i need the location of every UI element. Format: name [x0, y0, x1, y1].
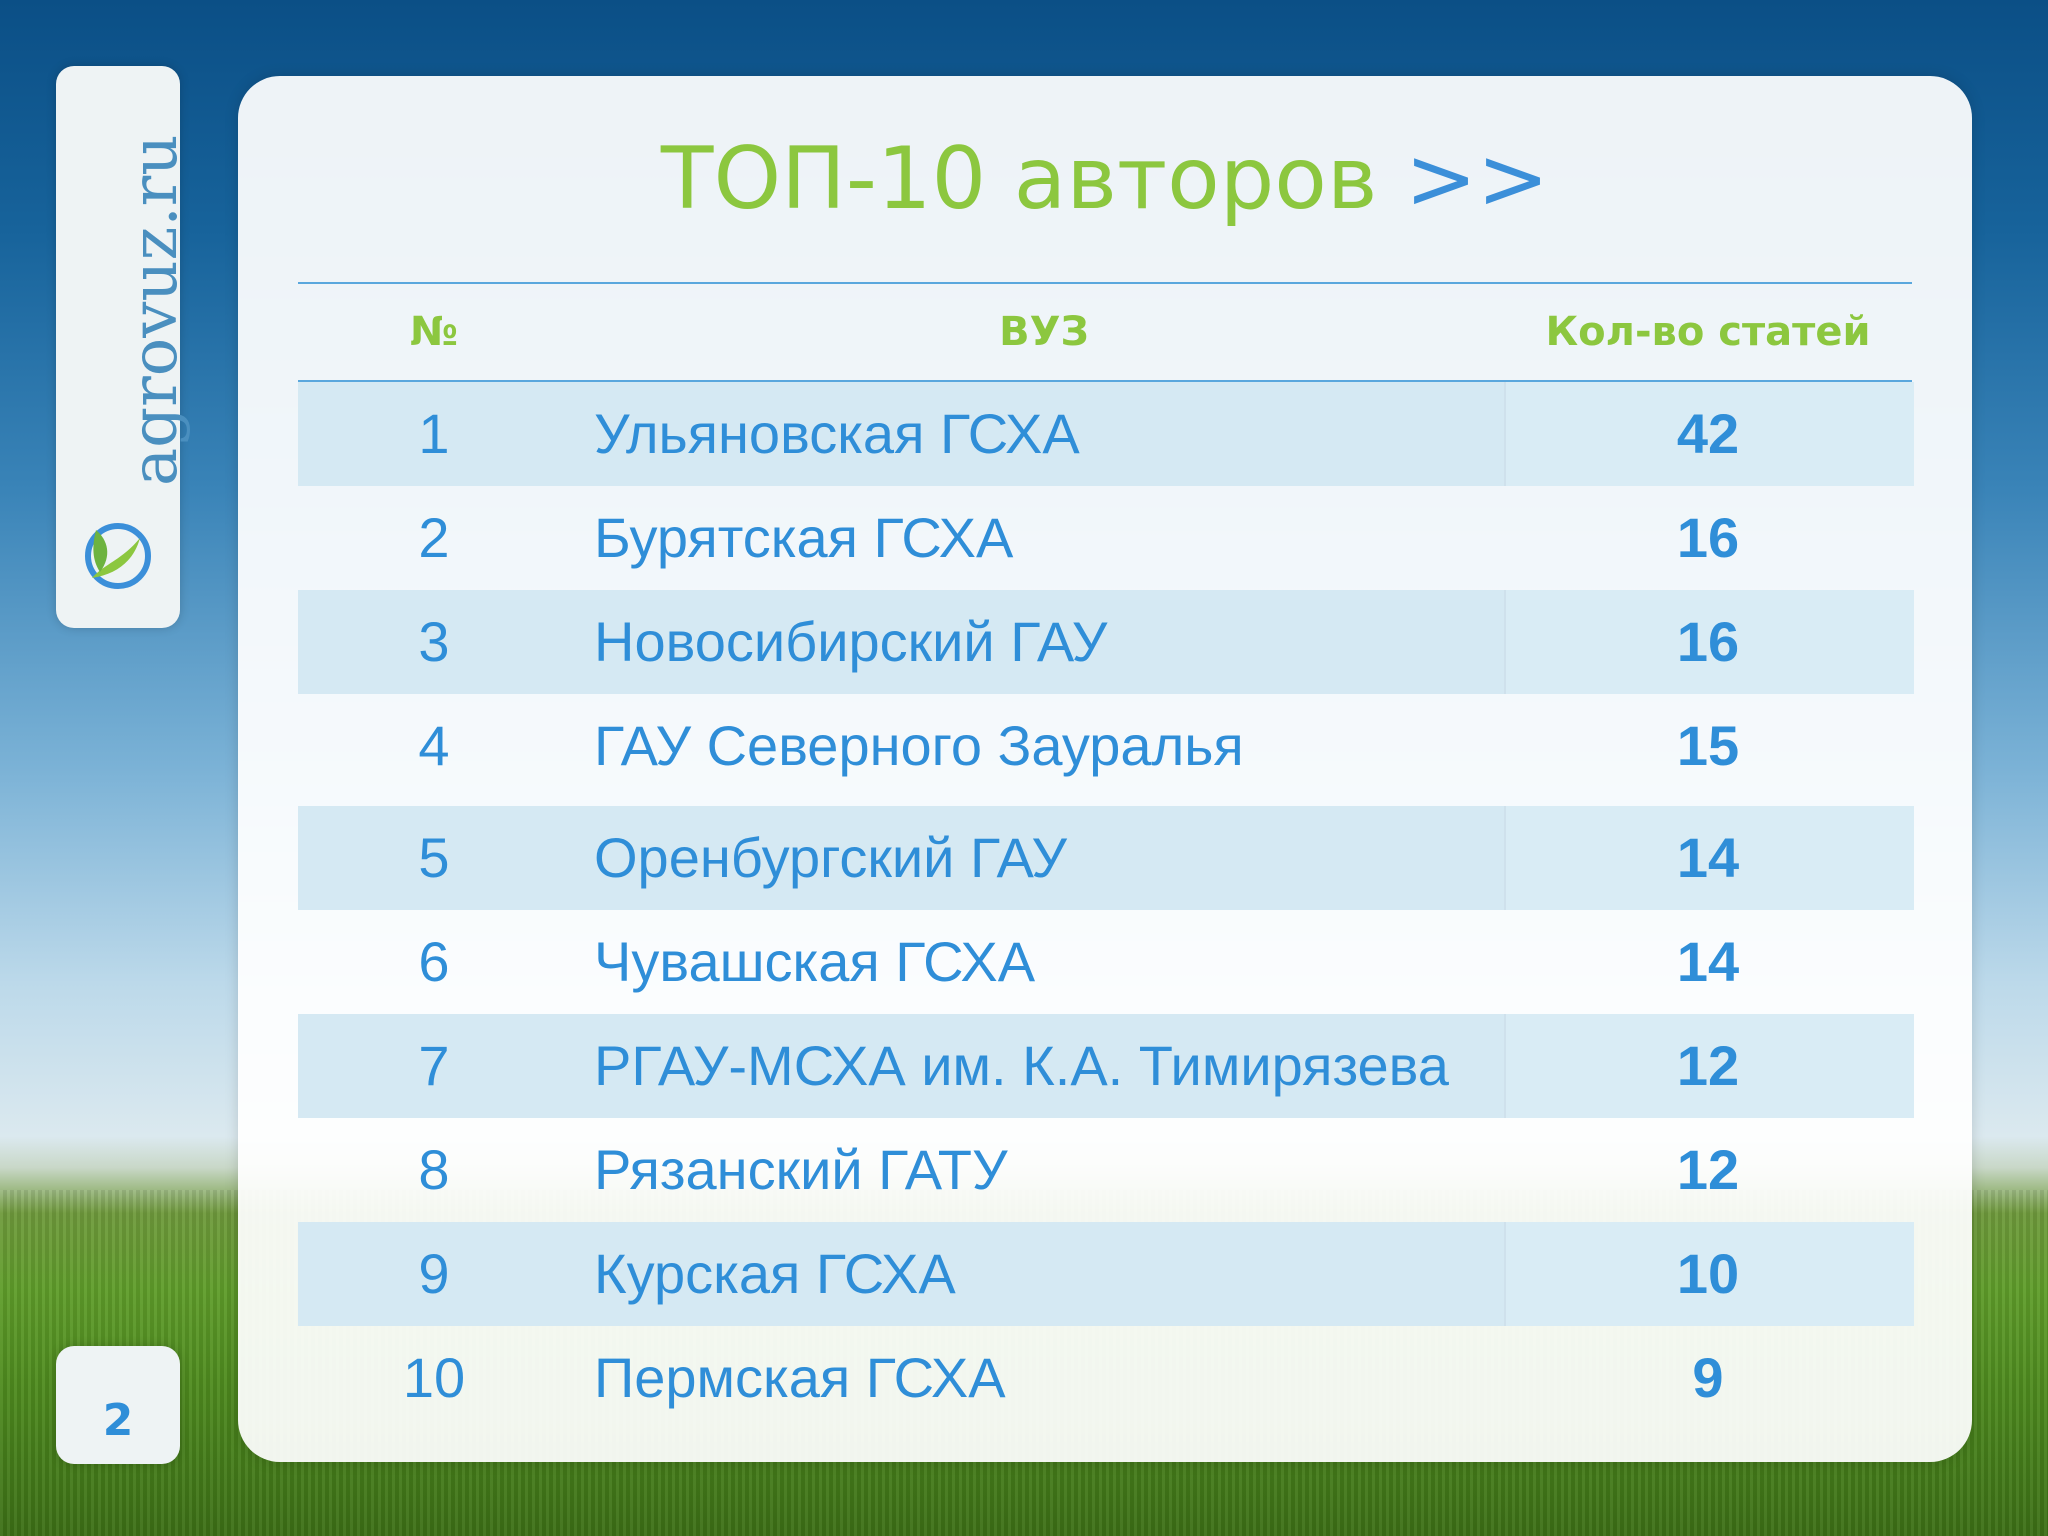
table-header: № ВУЗ Кол-во статей	[298, 282, 1912, 382]
article-count: 16	[1676, 506, 1740, 569]
authors-table: № ВУЗ Кол-во статей 1 Ульяновская ГСХА 4…	[298, 282, 1914, 1430]
site-logo-panel[interactable]: agrovuz.ru	[56, 66, 192, 628]
row-number: 7	[418, 1034, 450, 1097]
article-count: 42	[1676, 402, 1740, 465]
article-count: 12	[1676, 1138, 1740, 1201]
table-row: 9 Курская ГСХА 10	[298, 1222, 1914, 1326]
table-row: 8 Рязанский ГАТУ 12	[298, 1118, 1912, 1222]
site-logo-text: agrovuz.ru	[118, 134, 192, 487]
row-number: 4	[418, 714, 450, 777]
slide-title: ТОП-10 авторов >>	[238, 124, 1972, 236]
article-count: 9	[1692, 1346, 1724, 1409]
header-num: №	[409, 309, 459, 355]
row-number: 6	[418, 930, 450, 993]
article-count: 14	[1676, 826, 1740, 889]
row-number: 10	[402, 1346, 466, 1409]
row-number: 1	[418, 402, 450, 465]
university-name: Оренбургский ГАУ	[594, 826, 1067, 889]
more-arrows-link[interactable]: >>	[1404, 129, 1550, 229]
university-name: Пермская ГСХА	[594, 1346, 1006, 1409]
row-number: 2	[418, 506, 450, 569]
university-name: Новосибирский ГАУ	[594, 610, 1108, 673]
slide-number-badge: 2	[56, 1346, 180, 1464]
table-row: 5 Оренбургский ГАУ 14	[298, 806, 1914, 910]
university-name: Чувашская ГСХА	[594, 930, 1036, 993]
table-row: 2 Бурятская ГСХА 16	[298, 486, 1912, 590]
table-row: 6 Чувашская ГСХА 14	[298, 910, 1912, 1014]
table-row: 10 Пермская ГСХА 9	[298, 1326, 1912, 1430]
article-count: 12	[1676, 1034, 1740, 1097]
content-card: ТОП-10 авторов >> № ВУЗ Кол-во статей 1 …	[238, 76, 1972, 1462]
table-row: 7 РГАУ-МСХА им. К.А. Тимирязева 12	[298, 1014, 1914, 1118]
university-name: РГАУ-МСХА им. К.А. Тимирязева	[594, 1034, 1449, 1097]
university-name: ГАУ Северного Зауралья	[594, 714, 1244, 777]
university-name: Бурятская ГСХА	[594, 506, 1014, 569]
university-name: Рязанский ГАТУ	[594, 1138, 1008, 1201]
article-count: 10	[1676, 1242, 1740, 1305]
slide-title-text: ТОП-10 авторов	[660, 129, 1378, 229]
table-row: 1 Ульяновская ГСХА 42	[298, 382, 1914, 486]
university-name: Курская ГСХА	[594, 1242, 956, 1305]
row-number: 5	[418, 826, 450, 889]
table-row: 4 ГАУ Северного Зауралья 15	[298, 694, 1912, 806]
table-row: 3 Новосибирский ГАУ 16	[298, 590, 1914, 694]
header-university: ВУЗ	[999, 309, 1089, 355]
leaf-logo-icon	[85, 523, 151, 589]
row-number: 3	[418, 610, 450, 673]
slide-number: 2	[102, 1394, 134, 1446]
article-count: 16	[1676, 610, 1740, 673]
article-count: 15	[1676, 714, 1740, 777]
row-number: 8	[418, 1138, 450, 1201]
article-count: 14	[1676, 930, 1740, 993]
row-number: 9	[418, 1242, 450, 1305]
header-article-count: Кол-во статей	[1545, 309, 1871, 355]
university-name: Ульяновская ГСХА	[594, 402, 1080, 465]
